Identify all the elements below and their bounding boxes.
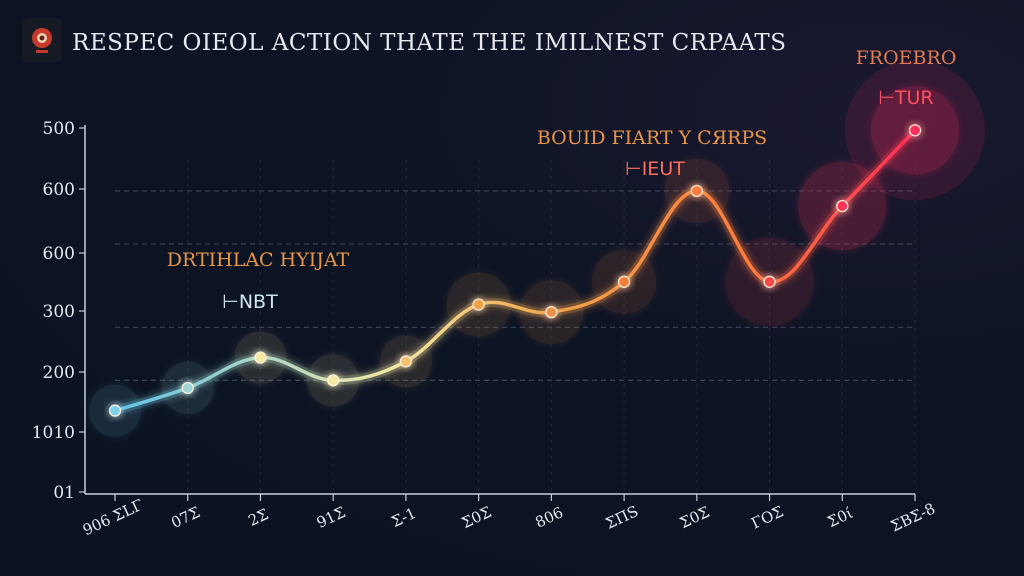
- annotation-label: BOUID FIART Y CЯRPS: [537, 127, 767, 149]
- x-tick-label: Σ0ί: [825, 504, 856, 531]
- x-tick-label: 07Σ: [168, 503, 203, 532]
- y-tick-label: 600: [43, 244, 75, 264]
- data-point: [399, 355, 413, 368]
- x-tick-label: 906 ΣLΓ: [80, 496, 146, 540]
- y-tick-label: 200: [43, 363, 75, 383]
- data-point: [908, 124, 922, 137]
- data-point: [763, 275, 776, 288]
- annotation-sublabel: ⊢NBT: [222, 291, 278, 313]
- annotation-label: FROEBRO: [856, 47, 957, 69]
- data-point: [545, 306, 558, 319]
- x-tick-label: 91Σ: [314, 503, 349, 532]
- x-tick-label: ΓΟΣ: [749, 502, 787, 532]
- annotations: DRTIHLAC HYIJAT ⊢NBT BOUID FIART Y CЯRPS ⊢I…: [167, 47, 957, 313]
- data-point: [108, 404, 122, 417]
- y-tick-label: 1010: [32, 423, 75, 443]
- x-tick-label: Σ-1: [389, 504, 419, 531]
- chart-title: RESPEC OIEOL ACTION THATE THE IMILNEST C…: [72, 30, 787, 56]
- x-tick-label: 2Σ: [245, 505, 271, 530]
- y-tick-label: 500: [43, 119, 75, 139]
- data-point: [327, 374, 340, 387]
- sun-badge-icon: [22, 18, 62, 62]
- data-point: [472, 298, 485, 311]
- data-point: [617, 275, 631, 288]
- x-tick-label: Σ0Σ: [459, 503, 494, 532]
- y-tick-label: 01: [53, 483, 75, 503]
- x-tick-label: ΣΠS: [603, 502, 641, 533]
- grid: [115, 160, 916, 494]
- annotation-sublabel: ⊢IEUT: [625, 158, 685, 180]
- x-tick-label: ΣΒΣ-8: [888, 499, 938, 535]
- data-point: [254, 351, 267, 364]
- data-points: [108, 124, 922, 417]
- y-tick-label: 600: [43, 180, 75, 200]
- data-point: [181, 381, 194, 395]
- data-point: [690, 184, 703, 198]
- axes: [79, 125, 916, 501]
- annotation-sublabel: ⊢TUR: [878, 87, 933, 109]
- annotation-label: DRTIHLAC HYIJAT: [167, 249, 350, 271]
- data-point: [836, 199, 849, 213]
- x-tick-label: Σ0Σ: [677, 503, 712, 532]
- y-tick-label: 300: [43, 302, 75, 322]
- x-tick-label: 806: [532, 503, 566, 531]
